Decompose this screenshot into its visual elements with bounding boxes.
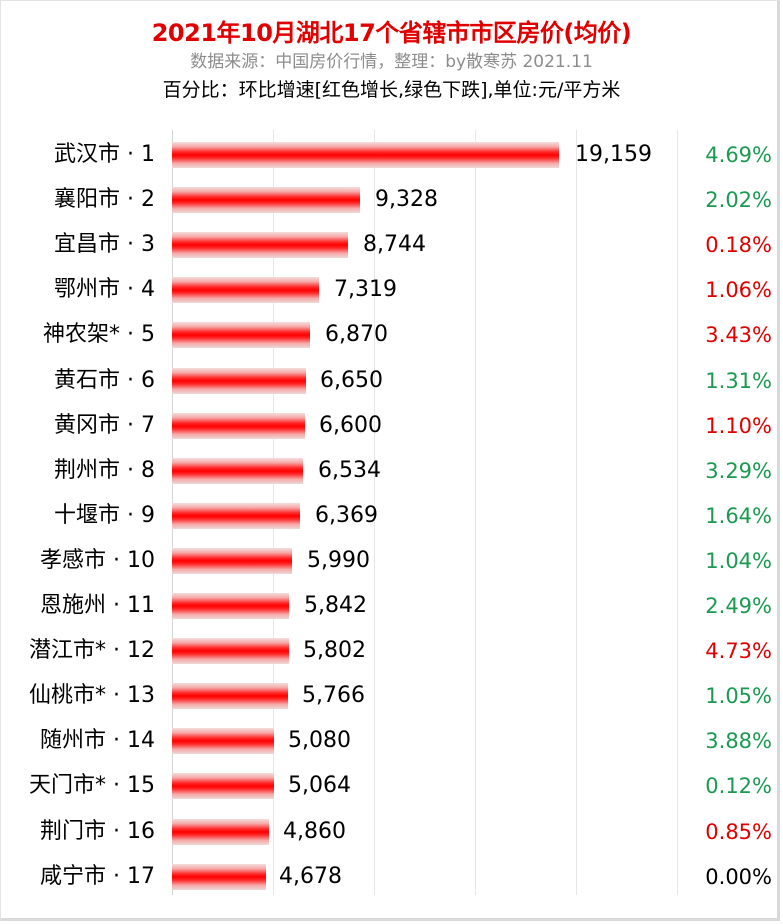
bar-row: 恩施州 · 11 5,842 2.49% [0,583,783,628]
value-label: 9,328 [375,187,438,213]
value-label: 4,678 [279,863,342,889]
category-label: 襄阳市 · 2 [54,187,155,213]
category-label: 仙桃市* · 13 [29,683,155,709]
category-label: 宜昌市 · 3 [54,232,155,258]
data-bar [172,277,319,304]
category-label: 天门市* · 15 [29,773,155,799]
data-bar [172,187,360,214]
gridline [677,130,678,895]
mom-change-label: 3.29% [705,458,772,483]
mom-change-label: 2.49% [705,594,772,618]
data-bar [172,683,288,710]
mom-change-label: 1.10% [705,413,772,438]
category-label: 武汉市 · 1 [54,142,155,167]
data-bar [172,457,303,484]
mom-change-label: 0.12% [705,774,772,799]
data-bar [172,773,274,800]
mom-change-label: 4.73% [705,639,772,664]
category-label: 咸宁市 · 17 [40,863,155,889]
data-bar [172,232,348,259]
mom-change-label: 1.06% [705,278,772,303]
value-label: 5,802 [303,638,366,664]
mom-change-label: 1.64% [705,503,772,528]
value-label: 7,319 [334,277,397,303]
category-label: 孝感市 · 10 [40,547,155,573]
value-label: 5,080 [288,728,351,754]
category-label: 鄂州市 · 4 [54,277,155,303]
value-label: 8,744 [363,232,426,258]
mom-change-label: 0.00% [705,864,772,889]
bar-row: 天门市* · 15 5,064 0.12% [0,763,783,808]
data-bar [172,322,310,349]
gridline [475,130,476,895]
category-label: 黄石市 · 6 [54,367,155,393]
bar-row: 荆门市 · 16 4,860 0.85% [0,809,783,854]
mom-change-label: 2.02% [705,188,772,213]
bar-row: 黄冈市 · 7 6,600 1.10% [0,403,783,448]
bar-row: 咸宁市 · 17 4,678 0.00% [0,854,783,899]
bar-row: 神农架* · 5 6,870 3.43% [0,312,783,357]
bar-row: 襄阳市 · 2 9,328 2.02% [0,177,783,222]
bar-row: 荆州市 · 8 6,534 3.29% [0,448,783,493]
category-label: 荆门市 · 16 [40,818,155,844]
category-label: 恩施州 · 11 [40,593,155,618]
value-label: 4,860 [283,818,346,844]
mom-change-label: 1.05% [705,684,772,709]
category-label: 十堰市 · 9 [54,502,155,528]
category-label: 黄冈市 · 7 [54,412,155,438]
mom-change-label: 3.88% [705,729,772,754]
category-label: 荆州市 · 8 [54,457,155,483]
mom-change-label: 4.69% [705,143,772,167]
category-label: 神农架* · 5 [43,322,155,348]
value-label: 6,870 [325,322,388,348]
chart-title: 2021年10月湖北17个省辖市市区房价(均价) [151,19,632,47]
value-label: 6,534 [318,457,381,483]
mom-change-label: 3.43% [705,323,772,348]
mom-change-label: 1.31% [705,368,772,393]
mom-change-label: 0.85% [705,819,772,844]
value-label: 19,159 [575,142,652,167]
value-label: 6,600 [319,412,382,438]
bar-row: 随州市 · 14 5,080 3.88% [0,718,783,763]
bar-row: 孝感市 · 10 5,990 1.04% [0,538,783,583]
bar-row: 宜昌市 · 3 8,744 0.18% [0,222,783,267]
data-bar [172,367,306,394]
value-label: 5,766 [302,683,365,709]
gridline [576,130,577,895]
bar-row: 十堰市 · 9 6,369 1.64% [0,493,783,538]
value-label: 5,064 [288,773,351,799]
data-bar [172,638,289,665]
data-bar [172,863,266,890]
gridline [374,130,375,895]
chart-source-subtitle: 数据来源：中国房价行情，整理：by散寒苏 2021.11 [190,52,593,72]
chart-unit-note: 百分比：环比增速[红色增长,绿色下跌],单位:元/平方米 [162,79,621,101]
value-label: 6,650 [320,367,383,393]
data-bar [172,728,274,755]
category-label: 随州市 · 14 [40,728,155,754]
value-label: 6,369 [315,502,378,528]
data-bar [172,593,289,619]
bar-row: 武汉市 · 1 19,159 4.69% [0,132,783,177]
bar-row: 鄂州市 · 4 7,319 1.06% [0,267,783,312]
data-bar [172,818,269,845]
category-label: 潜江市* · 12 [29,638,155,664]
bar-row: 黄石市 · 6 6,650 1.31% [0,358,783,403]
mom-change-label: 0.18% [705,233,772,258]
data-bar [172,547,292,574]
bar-row: 仙桃市* · 13 5,766 1.05% [0,673,783,718]
bar-row: 潜江市* · 12 5,802 4.73% [0,628,783,673]
plot-area: 武汉市 · 1 19,159 4.69% 襄阳市 · 2 9,328 2.02% 宜昌市 ·… [0,130,783,895]
value-label: 5,842 [304,593,367,618]
value-label: 5,990 [307,547,370,573]
mom-change-label: 1.04% [705,548,772,573]
data-bar [172,142,559,168]
data-bar [172,502,300,529]
data-bar [172,412,305,439]
